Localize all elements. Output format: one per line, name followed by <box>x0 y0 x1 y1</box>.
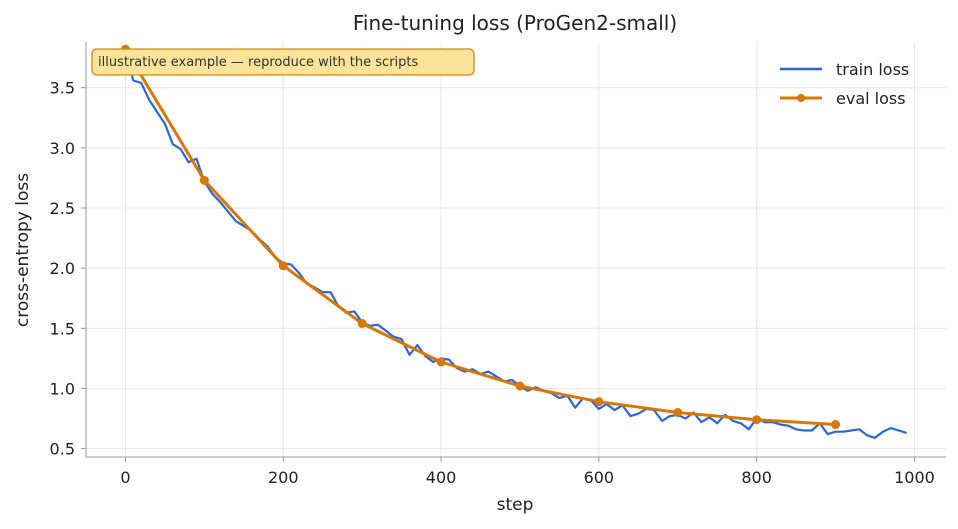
legend-marker-eval <box>797 94 805 102</box>
eval-loss-line <box>124 48 836 426</box>
x-tick-label: 200 <box>268 468 299 487</box>
axes <box>81 42 946 462</box>
eval-loss-point <box>831 420 841 430</box>
y-axis-label: cross-entropy loss <box>13 173 33 327</box>
chart-title: Fine-tuning loss (ProGen2-small) <box>353 11 677 35</box>
plot-background <box>86 42 946 457</box>
y-tick-label: 3.0 <box>50 139 75 158</box>
y-tick-label: 1.0 <box>50 379 75 398</box>
annotation-text: illustrative example — reproduce with th… <box>98 55 419 70</box>
x-tick-label: 400 <box>426 468 457 487</box>
eval-loss-point <box>673 407 683 417</box>
y-tick-label: 2.5 <box>50 199 75 218</box>
legend-label-train: train loss <box>836 60 909 79</box>
y-tick-label: 2.0 <box>50 259 75 278</box>
legend-label-eval: eval loss <box>836 89 906 108</box>
eval-loss-point <box>278 261 288 271</box>
annotation-background <box>91 48 475 76</box>
x-tick-label: 0 <box>120 468 130 487</box>
y-tick-label: 0.5 <box>50 440 75 459</box>
y-tick-label: 1.5 <box>50 319 75 338</box>
eval-loss-point <box>752 415 762 425</box>
x-tick-label: 600 <box>584 468 615 487</box>
tick-labels: 0 200 400 600 800 1000 0.5 1.0 1.5 2.0 2.5 3.0 3.5 <box>50 79 935 487</box>
x-tick-label: 1000 <box>894 468 935 487</box>
eval-loss-point <box>515 381 525 391</box>
eval-loss-point <box>594 397 604 407</box>
y-tick-label: 3.5 <box>50 79 75 98</box>
series-group <box>120 44 907 439</box>
legend: train loss eval loss <box>780 60 909 108</box>
x-tick-label: 800 <box>741 468 772 487</box>
eval-loss-point <box>436 357 446 367</box>
annotation-box: illustrative example — reproduce with th… <box>91 48 475 76</box>
x-axis-label: step <box>497 495 534 515</box>
eval-loss-point <box>199 175 209 185</box>
eval-loss-point <box>357 318 367 328</box>
